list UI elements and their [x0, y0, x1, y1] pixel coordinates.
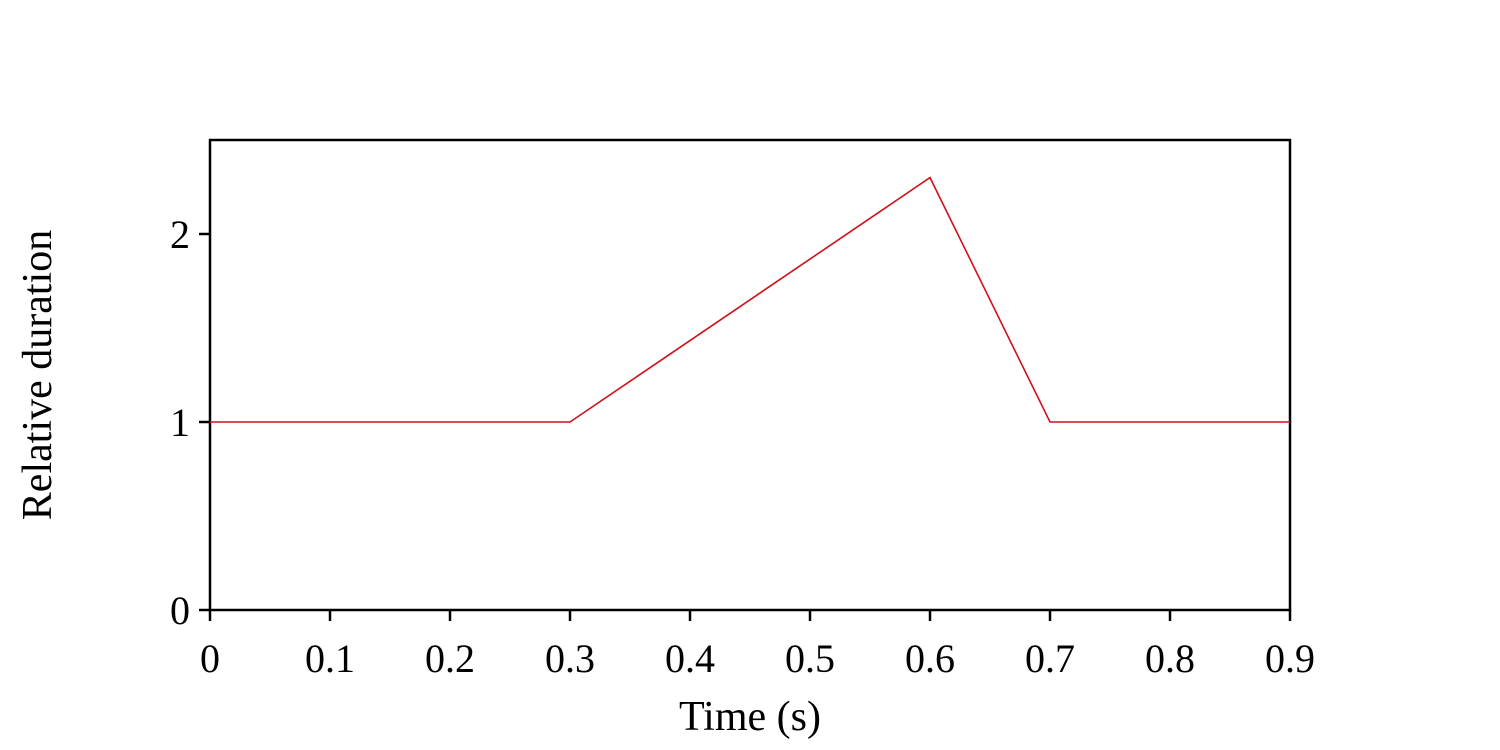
x-tick-label: 0.2: [425, 636, 475, 681]
y-tick-label: 1: [170, 400, 190, 445]
plot-frame: [208, 138, 1292, 612]
series-line: [210, 176, 1290, 423]
y-tick-label: 2: [170, 212, 190, 257]
y-tick-label: 0: [170, 588, 190, 633]
x-tick-label: 0: [200, 636, 220, 681]
x-tick-label: 0.1: [305, 636, 355, 681]
x-axis-ticks: 0 0.1 0.2 0.3 0.4 0.5 0.6 0.7 0.8 0.9: [200, 610, 1315, 681]
series-layer: [210, 176, 1290, 423]
x-tick-label: 0.4: [665, 636, 715, 681]
x-tick-label: 0.9: [1265, 636, 1315, 681]
plot-area: [208, 138, 1292, 612]
x-tick-label: 0.3: [545, 636, 595, 681]
y-axis-ticks: 0 1 2: [170, 212, 210, 633]
x-tick-label: 0.6: [905, 636, 955, 681]
x-tick-label: 0.8: [1145, 636, 1195, 681]
x-tick-label: 0.5: [785, 636, 835, 681]
x-tick-label: 0.7: [1025, 636, 1075, 681]
y-axis-label: Relative duration: [15, 230, 61, 520]
x-axis-label: Time (s): [679, 694, 821, 740]
